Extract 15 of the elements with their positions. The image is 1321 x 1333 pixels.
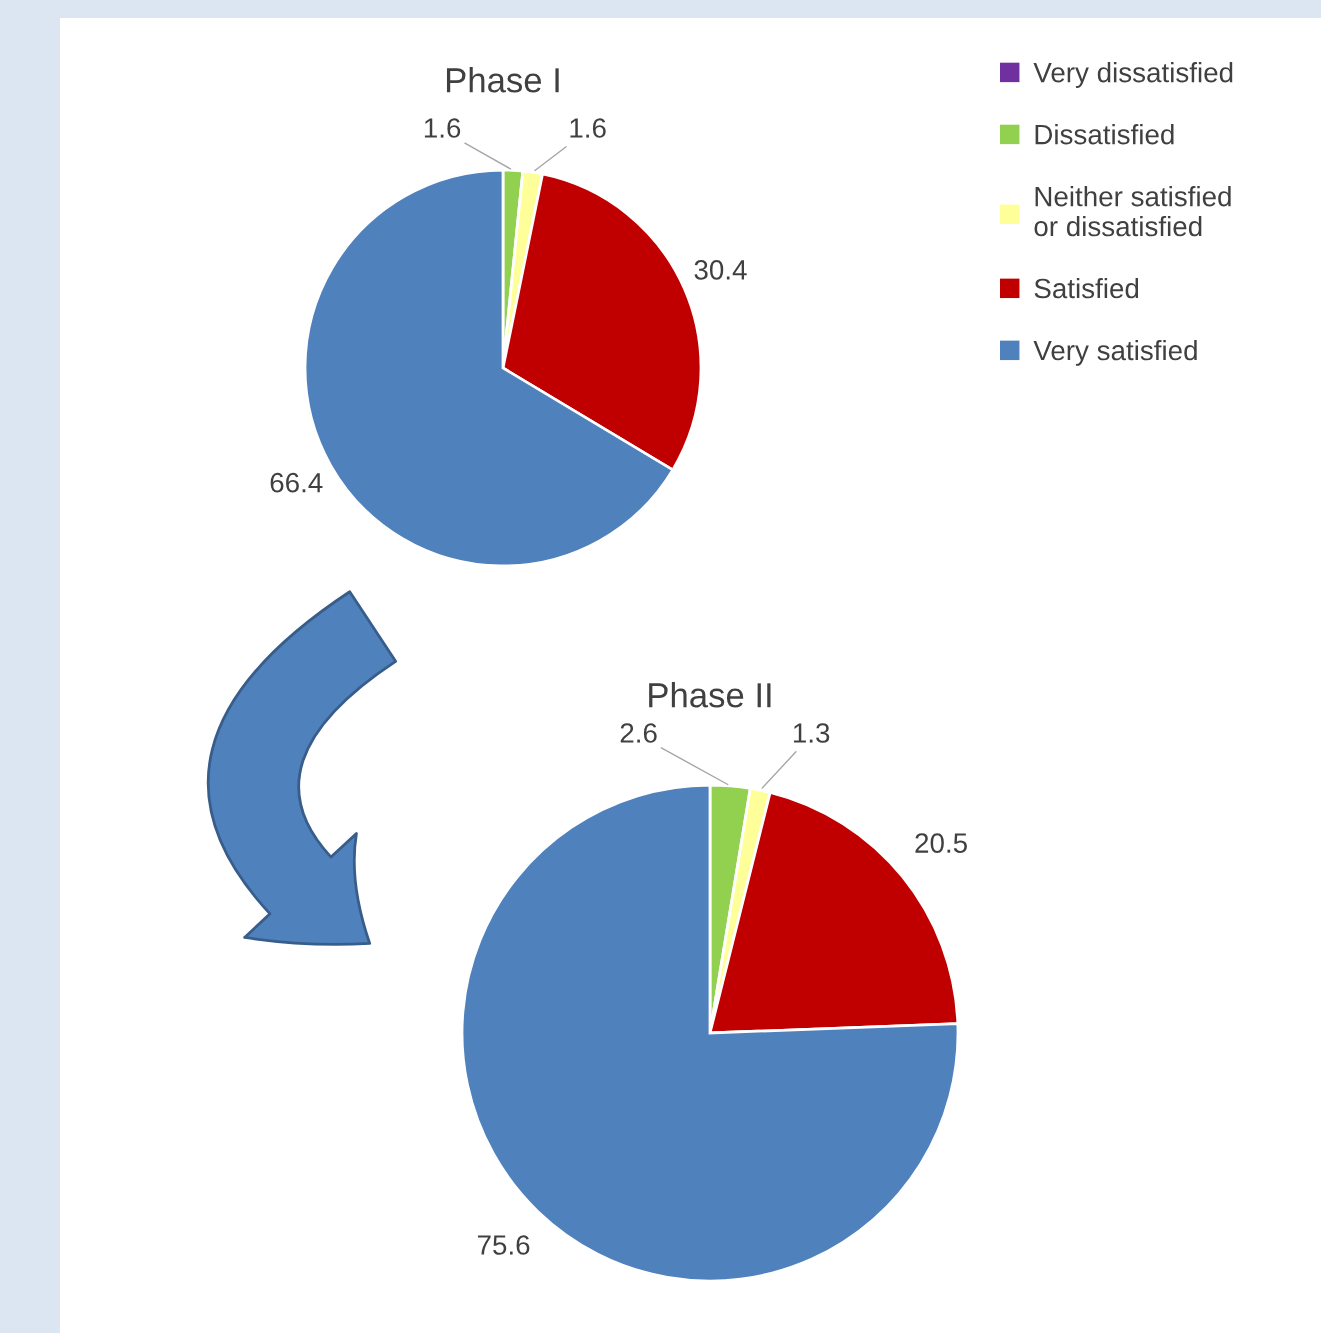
data-label: 20.5 [915,833,967,853]
legend-label: Very dissatisfied [1033,62,1233,88]
chart-title: Phase I [446,67,559,93]
data-label: 66.4 [270,472,323,493]
data-label: 1.6 [570,118,606,138]
legend-label: Satisfied [1034,277,1139,299]
legend-label: Neither satisfied or dissatisfied [1034,186,1231,237]
data-label: 1.3 [793,723,830,743]
legend-label: Dissatisfied [1035,124,1174,145]
data-label: 30.4 [694,260,747,280]
chart-title: Phase II [649,682,771,708]
legend-label: Very satisfied [1033,339,1197,366]
data-label: 75.6 [477,1235,530,1255]
data-label: 2.6 [620,723,657,743]
data-label: 1.6 [424,118,461,138]
